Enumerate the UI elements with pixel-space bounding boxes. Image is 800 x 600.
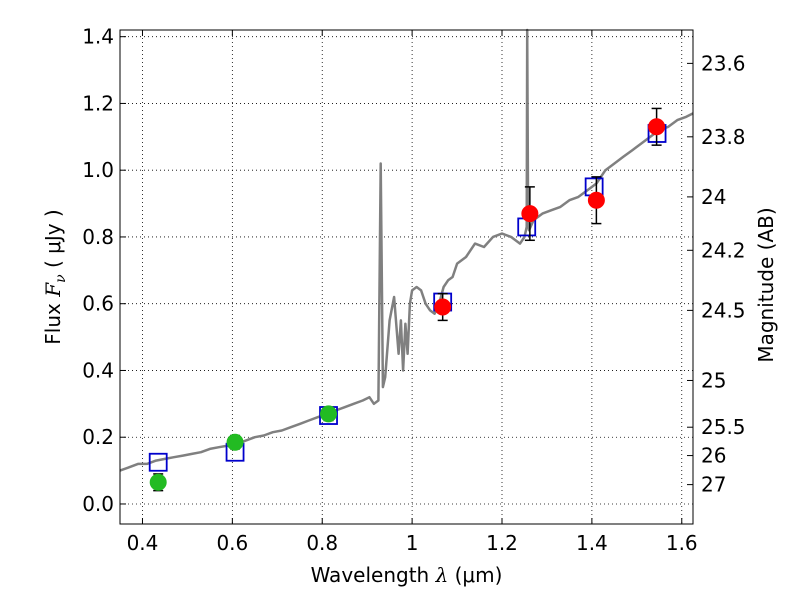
- magnitude-axis-label: Magnitude (AB): [754, 207, 778, 362]
- y-axis-label: Flux Fν ( μJy ): [41, 209, 69, 344]
- data-point: [521, 205, 539, 223]
- y-tick-label: 0.0: [82, 492, 114, 516]
- template-spectrum: [119, 28, 694, 472]
- data-point: [648, 118, 666, 136]
- y-tick-label: 1.0: [82, 158, 114, 182]
- y-tick-label: 1.2: [82, 91, 114, 115]
- photometry-points: [148, 107, 667, 492]
- data-point: [226, 433, 244, 451]
- mag-tick-label: 24.5: [701, 298, 746, 322]
- y-tick-label: 1.4: [82, 25, 114, 49]
- x-tick-label: 1: [406, 531, 419, 555]
- data-point: [587, 191, 605, 209]
- x-tick-label: 1.2: [486, 531, 518, 555]
- data-point: [320, 405, 338, 423]
- data-point: [149, 473, 167, 491]
- y-tick-label: 0.6: [82, 292, 114, 316]
- mag-tick-label: 24: [701, 185, 726, 209]
- model-square: [148, 452, 168, 472]
- spectrum-line: [119, 28, 694, 472]
- mag-tick-label: 26: [701, 444, 726, 468]
- x-tick-label: 0.4: [127, 531, 159, 555]
- x-tick-label: 1.4: [576, 531, 608, 555]
- y-tick-label: 0.2: [82, 425, 114, 449]
- x-tick-label: 1.6: [666, 531, 698, 555]
- x-axis-label: Wavelength λ (μm): [311, 563, 503, 587]
- mag-tick-label: 23.8: [701, 125, 746, 149]
- axis-ticks: 0.4 0.6 0.8 1 1.2 1.4 1.6 0.0 0.2 0.4 0.6 0.8 1.0 1.2…: [82, 25, 745, 555]
- y-tick-label: 0.4: [82, 358, 114, 382]
- y-tick-label: 0.8: [82, 225, 114, 249]
- x-tick-label: 0.6: [216, 531, 248, 555]
- data-point: [434, 298, 452, 316]
- mag-tick-label: 25.5: [701, 415, 746, 439]
- mag-tick-label: 27: [701, 473, 726, 497]
- mag-tick-label: 23.6: [701, 51, 746, 75]
- x-tick-label: 0.8: [306, 531, 338, 555]
- mag-tick-label: 25: [701, 368, 726, 392]
- mag-tick-label: 24.2: [701, 238, 746, 262]
- plot-frame: [119, 29, 694, 525]
